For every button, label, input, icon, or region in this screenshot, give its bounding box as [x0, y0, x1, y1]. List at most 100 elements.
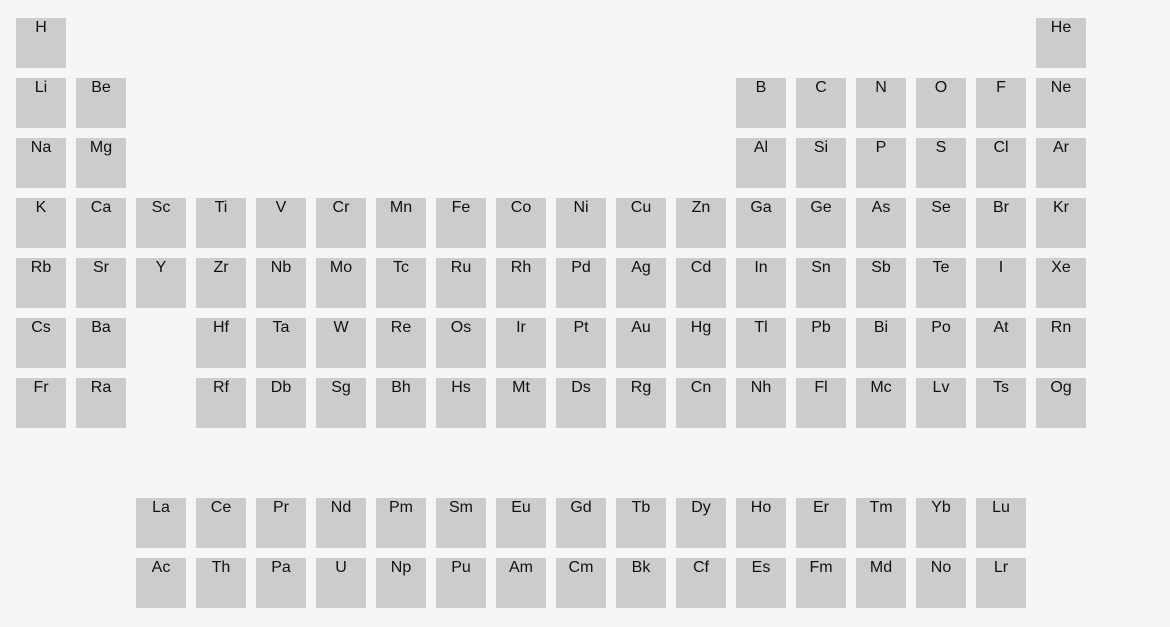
element-cell-os[interactable]: Os — [436, 318, 486, 368]
element-cell-gd[interactable]: Gd — [556, 498, 606, 548]
element-cell-s[interactable]: S — [916, 138, 966, 188]
element-cell-ts[interactable]: Ts — [976, 378, 1026, 428]
element-cell-te[interactable]: Te — [916, 258, 966, 308]
element-cell-tc[interactable]: Tc — [376, 258, 426, 308]
element-cell-li[interactable]: Li — [16, 78, 66, 128]
element-cell-nh[interactable]: Nh — [736, 378, 786, 428]
element-cell-eu[interactable]: Eu — [496, 498, 546, 548]
element-cell-mo[interactable]: Mo — [316, 258, 366, 308]
element-cell-rn[interactable]: Rn — [1036, 318, 1086, 368]
element-cell-co[interactable]: Co — [496, 198, 546, 248]
element-cell-cs[interactable]: Cs — [16, 318, 66, 368]
element-cell-o[interactable]: O — [916, 78, 966, 128]
element-cell-xe[interactable]: Xe — [1036, 258, 1086, 308]
element-cell-f[interactable]: F — [976, 78, 1026, 128]
element-cell-hf[interactable]: Hf — [196, 318, 246, 368]
element-cell-am[interactable]: Am — [496, 558, 546, 608]
element-cell-ba[interactable]: Ba — [76, 318, 126, 368]
element-cell-mg[interactable]: Mg — [76, 138, 126, 188]
element-cell-cr[interactable]: Cr — [316, 198, 366, 248]
element-cell-no[interactable]: No — [916, 558, 966, 608]
element-cell-re[interactable]: Re — [376, 318, 426, 368]
element-cell-pm[interactable]: Pm — [376, 498, 426, 548]
element-cell-sm[interactable]: Sm — [436, 498, 486, 548]
element-cell-mc[interactable]: Mc — [856, 378, 906, 428]
element-cell-sc[interactable]: Sc — [136, 198, 186, 248]
element-cell-w[interactable]: W — [316, 318, 366, 368]
element-cell-ni[interactable]: Ni — [556, 198, 606, 248]
element-cell-yb[interactable]: Yb — [916, 498, 966, 548]
element-cell-br[interactable]: Br — [976, 198, 1026, 248]
element-cell-be[interactable]: Be — [76, 78, 126, 128]
element-cell-sg[interactable]: Sg — [316, 378, 366, 428]
element-cell-he[interactable]: He — [1036, 18, 1086, 68]
element-cell-ag[interactable]: Ag — [616, 258, 666, 308]
element-cell-c[interactable]: C — [796, 78, 846, 128]
element-cell-n[interactable]: N — [856, 78, 906, 128]
element-cell-ge[interactable]: Ge — [796, 198, 846, 248]
element-cell-mt[interactable]: Mt — [496, 378, 546, 428]
element-cell-db[interactable]: Db — [256, 378, 306, 428]
element-cell-rg[interactable]: Rg — [616, 378, 666, 428]
element-cell-se[interactable]: Se — [916, 198, 966, 248]
element-cell-in[interactable]: In — [736, 258, 786, 308]
element-cell-pd[interactable]: Pd — [556, 258, 606, 308]
element-cell-kr[interactable]: Kr — [1036, 198, 1086, 248]
element-cell-ti[interactable]: Ti — [196, 198, 246, 248]
element-cell-as[interactable]: As — [856, 198, 906, 248]
element-cell-tm[interactable]: Tm — [856, 498, 906, 548]
element-cell-au[interactable]: Au — [616, 318, 666, 368]
element-cell-th[interactable]: Th — [196, 558, 246, 608]
element-cell-sr[interactable]: Sr — [76, 258, 126, 308]
element-cell-fl[interactable]: Fl — [796, 378, 846, 428]
element-cell-fr[interactable]: Fr — [16, 378, 66, 428]
element-cell-md[interactable]: Md — [856, 558, 906, 608]
element-cell-cn[interactable]: Cn — [676, 378, 726, 428]
element-cell-y[interactable]: Y — [136, 258, 186, 308]
element-cell-fe[interactable]: Fe — [436, 198, 486, 248]
element-cell-rf[interactable]: Rf — [196, 378, 246, 428]
element-cell-lv[interactable]: Lv — [916, 378, 966, 428]
element-cell-sn[interactable]: Sn — [796, 258, 846, 308]
element-cell-cm[interactable]: Cm — [556, 558, 606, 608]
element-cell-ir[interactable]: Ir — [496, 318, 546, 368]
element-cell-v[interactable]: V — [256, 198, 306, 248]
element-cell-i[interactable]: I — [976, 258, 1026, 308]
element-cell-er[interactable]: Er — [796, 498, 846, 548]
element-cell-po[interactable]: Po — [916, 318, 966, 368]
element-cell-og[interactable]: Og — [1036, 378, 1086, 428]
element-cell-ta[interactable]: Ta — [256, 318, 306, 368]
element-cell-b[interactable]: B — [736, 78, 786, 128]
element-cell-fm[interactable]: Fm — [796, 558, 846, 608]
element-cell-al[interactable]: Al — [736, 138, 786, 188]
element-cell-ar[interactable]: Ar — [1036, 138, 1086, 188]
element-cell-ce[interactable]: Ce — [196, 498, 246, 548]
element-cell-dy[interactable]: Dy — [676, 498, 726, 548]
element-cell-zr[interactable]: Zr — [196, 258, 246, 308]
element-cell-rh[interactable]: Rh — [496, 258, 546, 308]
element-cell-es[interactable]: Es — [736, 558, 786, 608]
element-cell-zn[interactable]: Zn — [676, 198, 726, 248]
element-cell-ca[interactable]: Ca — [76, 198, 126, 248]
element-cell-lr[interactable]: Lr — [976, 558, 1026, 608]
element-cell-si[interactable]: Si — [796, 138, 846, 188]
element-cell-cd[interactable]: Cd — [676, 258, 726, 308]
element-cell-ga[interactable]: Ga — [736, 198, 786, 248]
element-cell-cf[interactable]: Cf — [676, 558, 726, 608]
element-cell-lu[interactable]: Lu — [976, 498, 1026, 548]
element-cell-cu[interactable]: Cu — [616, 198, 666, 248]
element-cell-pb[interactable]: Pb — [796, 318, 846, 368]
element-cell-ra[interactable]: Ra — [76, 378, 126, 428]
element-cell-la[interactable]: La — [136, 498, 186, 548]
element-cell-np[interactable]: Np — [376, 558, 426, 608]
element-cell-ds[interactable]: Ds — [556, 378, 606, 428]
element-cell-hg[interactable]: Hg — [676, 318, 726, 368]
element-cell-pt[interactable]: Pt — [556, 318, 606, 368]
element-cell-bh[interactable]: Bh — [376, 378, 426, 428]
element-cell-at[interactable]: At — [976, 318, 1026, 368]
element-cell-pa[interactable]: Pa — [256, 558, 306, 608]
element-cell-tl[interactable]: Tl — [736, 318, 786, 368]
element-cell-k[interactable]: K — [16, 198, 66, 248]
element-cell-hs[interactable]: Hs — [436, 378, 486, 428]
element-cell-rb[interactable]: Rb — [16, 258, 66, 308]
